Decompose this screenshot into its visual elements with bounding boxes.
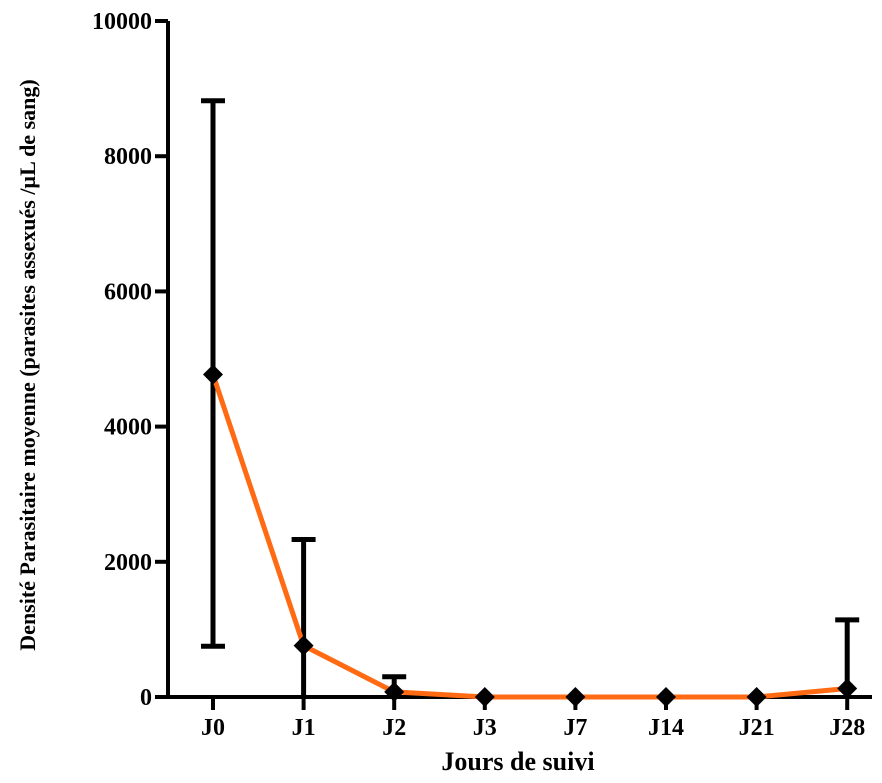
series-line [210, 373, 848, 700]
series [210, 373, 848, 700]
x-tick-label: J1 [292, 715, 316, 741]
x-tick-label: J3 [473, 715, 497, 741]
x-axis-title: Jours de suivi [441, 747, 594, 776]
y-tick-label: 6000 [104, 279, 152, 305]
y-ticks: 0 2000 4000 6000 8000 10000 [92, 9, 168, 711]
y-tick-label: 0 [140, 685, 152, 711]
axes [166, 21, 872, 699]
y-tick-label: 10000 [92, 9, 152, 35]
x-tick-label: J2 [382, 715, 406, 741]
data-point [656, 687, 676, 707]
x-tick-label: J28 [829, 715, 865, 741]
x-ticks: J0 J1 J2 J3 J7 J14 J21 J28 [201, 697, 865, 741]
y-tick-label: 2000 [104, 550, 152, 576]
x-tick-label: J21 [739, 715, 775, 741]
data-point [837, 678, 858, 699]
data-point [746, 687, 767, 707]
x-tick-label: J7 [563, 715, 587, 741]
y-tick-label: 4000 [104, 415, 152, 441]
data-point [384, 681, 405, 702]
data-point [474, 687, 495, 707]
markers [203, 364, 858, 707]
x-tick-label: J14 [648, 715, 684, 741]
error-bars [201, 98, 860, 697]
data-point [203, 364, 223, 385]
x-tick-label: J0 [201, 715, 225, 741]
y-axis-title: Densité Parasitaire moyenne (parasites a… [15, 79, 40, 650]
data-point [565, 687, 586, 707]
data-point [293, 635, 314, 656]
error-bar [291, 536, 316, 697]
y-tick-label: 8000 [104, 144, 152, 170]
